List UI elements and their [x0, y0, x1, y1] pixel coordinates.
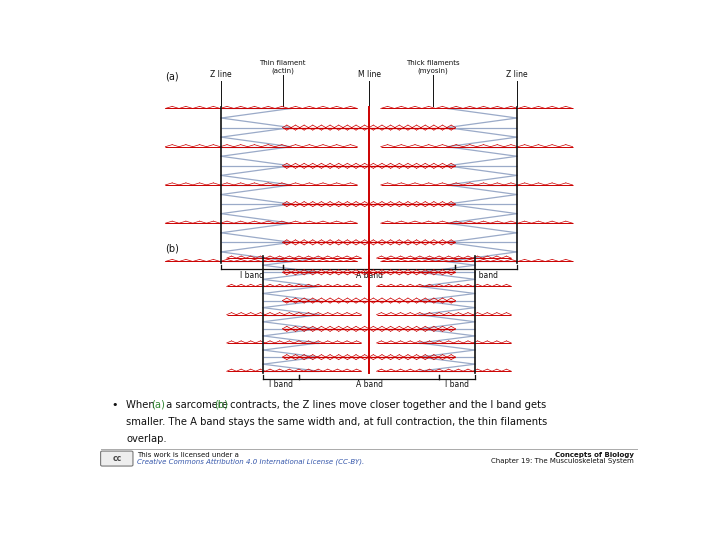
Text: Concepts of Biology: Concepts of Biology [555, 453, 634, 458]
Text: Chapter 19: The Musculoskeletal System: Chapter 19: The Musculoskeletal System [491, 458, 634, 464]
Text: contracts, the Z lines move closer together and the I band gets: contracts, the Z lines move closer toget… [227, 400, 546, 409]
Text: I band: I band [240, 271, 264, 280]
Text: When: When [126, 400, 158, 409]
Text: a sarcomere: a sarcomere [163, 400, 231, 409]
Text: •: • [111, 400, 117, 409]
Text: I band: I band [269, 380, 293, 389]
Text: Thick filaments
(myosin): Thick filaments (myosin) [406, 60, 460, 74]
Text: I band: I band [445, 380, 469, 389]
Text: (b): (b) [215, 400, 228, 409]
FancyBboxPatch shape [101, 451, 133, 466]
Text: Z line: Z line [506, 70, 528, 79]
Text: This work is licensed under a: This work is licensed under a [138, 453, 239, 458]
Text: I band: I band [474, 271, 498, 280]
Text: overlap.: overlap. [126, 435, 167, 444]
Text: A band: A band [356, 380, 382, 389]
Text: A band: A band [356, 271, 382, 280]
Text: (a): (a) [150, 400, 165, 409]
Text: Z line: Z line [210, 70, 232, 79]
Text: Creative Commons Attribution 4.0 International License (CC-BY).: Creative Commons Attribution 4.0 Interna… [138, 458, 365, 465]
Text: (b): (b) [166, 244, 179, 254]
Text: Thin filament
(actin): Thin filament (actin) [259, 60, 306, 74]
Text: smaller. The A band stays the same width and, at full contraction, the thin fila: smaller. The A band stays the same width… [126, 417, 547, 427]
Text: cc: cc [112, 454, 122, 463]
Text: M line: M line [358, 70, 380, 79]
Text: (a): (a) [166, 71, 179, 82]
